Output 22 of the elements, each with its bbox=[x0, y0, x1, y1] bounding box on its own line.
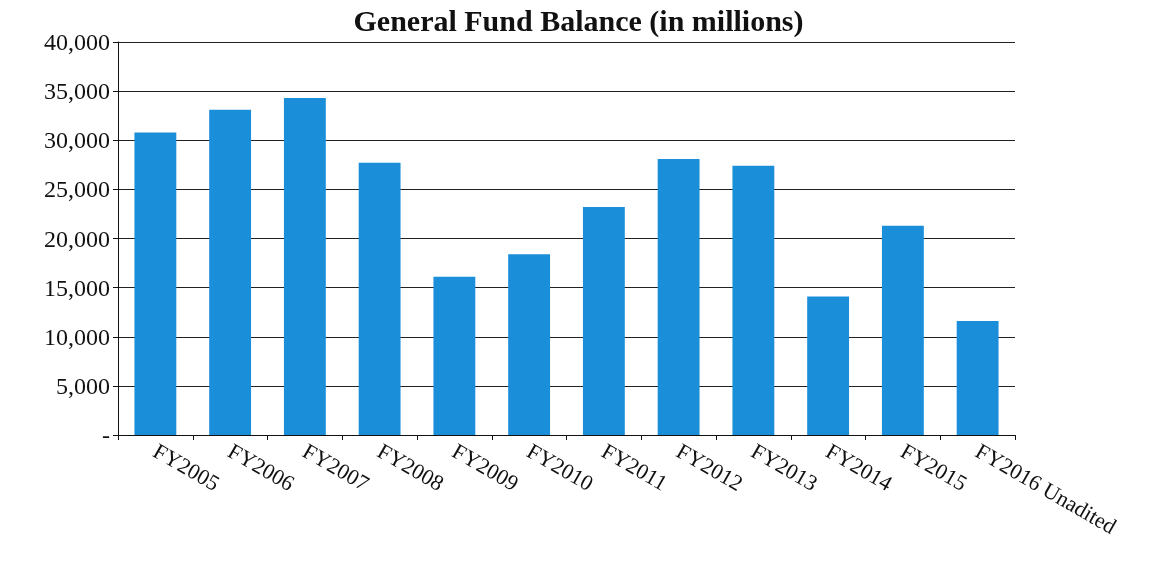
bar bbox=[657, 158, 700, 435]
bar bbox=[134, 132, 177, 435]
bar bbox=[508, 254, 551, 435]
y-tick-label: 35,000 bbox=[44, 78, 110, 105]
y-tick-label: 10,000 bbox=[44, 323, 110, 350]
bar bbox=[358, 162, 401, 435]
y-tick-label: - bbox=[102, 422, 110, 448]
y-tick-label: 20,000 bbox=[44, 225, 110, 252]
bar bbox=[433, 276, 476, 435]
bar bbox=[881, 225, 924, 435]
bar bbox=[807, 296, 850, 435]
y-tick-label: 15,000 bbox=[44, 274, 110, 301]
y-tick-label: 5,000 bbox=[56, 372, 110, 399]
bar bbox=[732, 165, 775, 435]
bar bbox=[582, 207, 625, 435]
y-tick-label: 30,000 bbox=[44, 127, 110, 154]
bar bbox=[283, 98, 326, 435]
bar bbox=[956, 321, 999, 435]
y-tick-label: 40,000 bbox=[44, 29, 110, 55]
y-tick-label: 25,000 bbox=[44, 176, 110, 203]
bar bbox=[209, 109, 252, 435]
chart-title: General Fund Balance (in millions) bbox=[353, 3, 804, 38]
